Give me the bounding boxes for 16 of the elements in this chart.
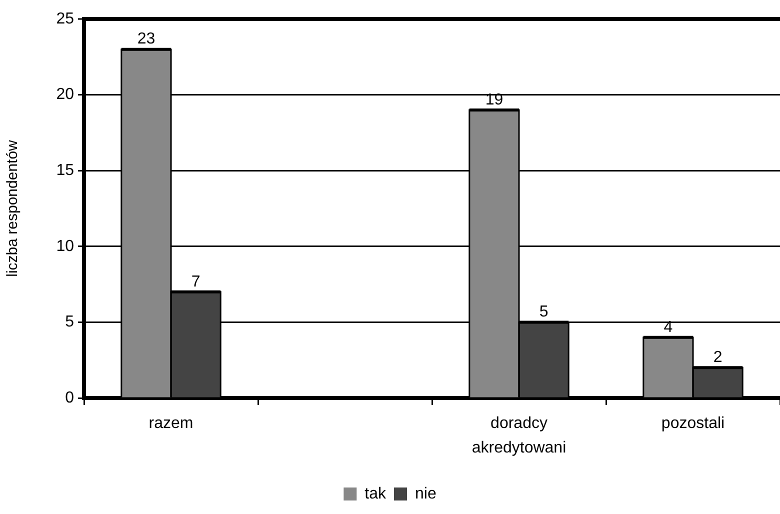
- y-tick-label: 15: [56, 162, 74, 180]
- x-tick-label: razem: [148, 414, 194, 432]
- y-tick-label: 20: [56, 86, 74, 104]
- x-tick-label: pozostali: [661, 414, 725, 432]
- y-tick-label: 10: [56, 238, 74, 255]
- y-tick-label: 0: [65, 389, 74, 406]
- x-tick-label: doradcy akredytowani: [472, 414, 566, 457]
- data-label: 7: [191, 273, 200, 290]
- legend-label: nie: [414, 485, 436, 502]
- data-label: 2: [713, 349, 722, 366]
- data-label: 23: [137, 30, 156, 48]
- y-tick-label: 5: [65, 314, 74, 331]
- y-tick-label: 25: [56, 10, 74, 28]
- y-axis-title: liczba respondentów: [4, 140, 22, 277]
- legend-label: tak: [364, 485, 387, 502]
- data-label: 5: [539, 304, 548, 321]
